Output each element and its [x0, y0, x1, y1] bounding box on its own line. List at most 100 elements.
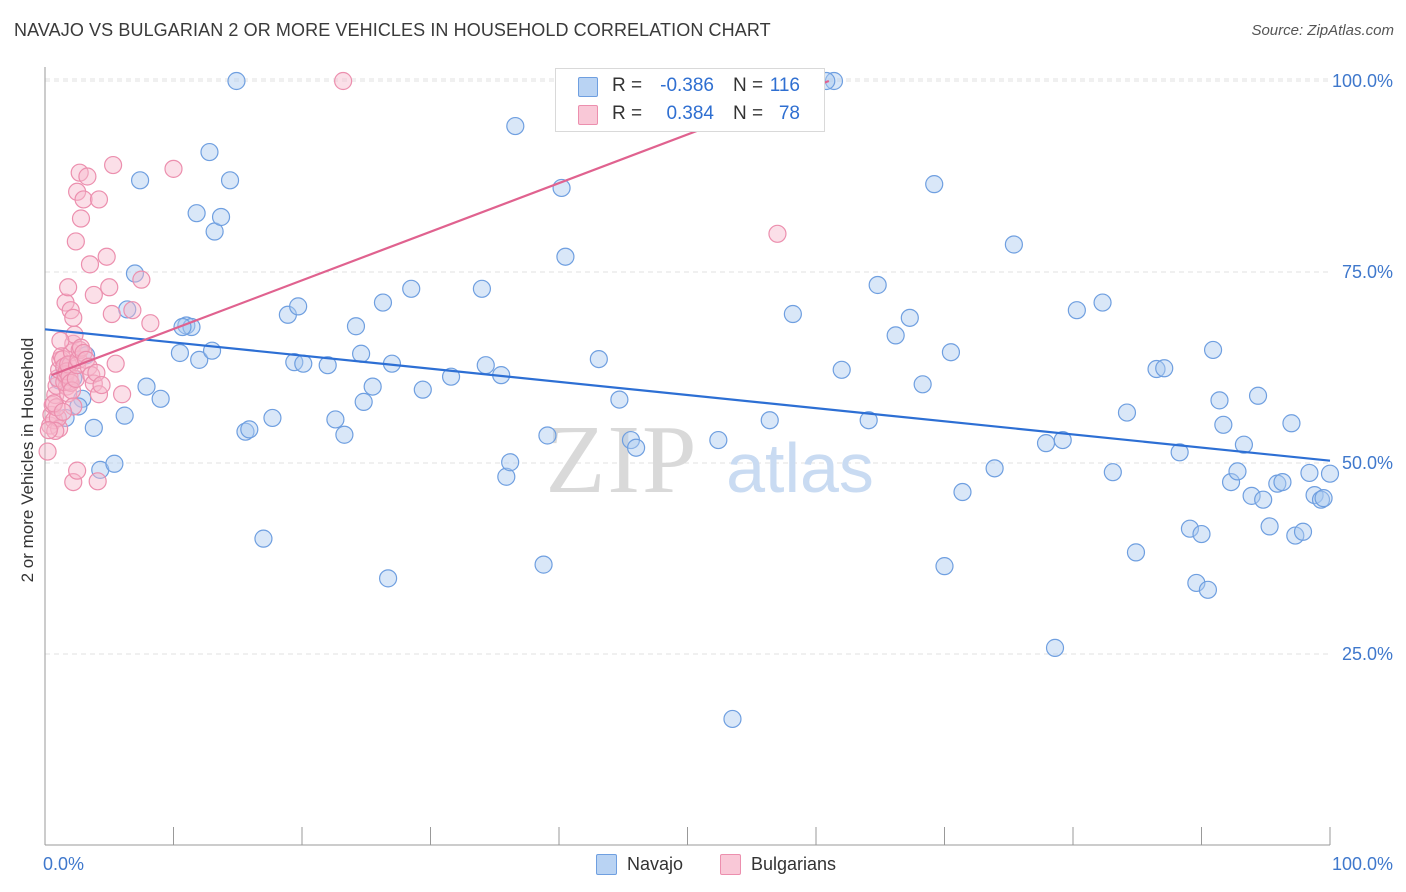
navajo-swatch [578, 77, 598, 97]
trend-lines [44, 79, 1331, 462]
bulgarian-point [74, 190, 93, 209]
navajo-point [610, 390, 629, 409]
tick-labels: 25.0% 50.0% 75.0% 100.0% 0.0% 100.0% [43, 71, 1393, 874]
navajo-point [1192, 524, 1211, 544]
bulgarian-point [92, 375, 111, 395]
navajo-point [105, 454, 124, 473]
navajo-point [538, 426, 557, 445]
navajo-point [1234, 435, 1254, 454]
watermark: ZIP atlas [546, 406, 874, 514]
navajo-point [130, 171, 150, 190]
navajo-point [626, 438, 646, 457]
bulgarian-swatch [578, 105, 598, 125]
navajo-point [1117, 403, 1137, 422]
navajo-point [294, 354, 313, 373]
navajo-trend-line [44, 328, 1331, 462]
navajo-point [413, 380, 432, 399]
navajo-point [1248, 386, 1268, 405]
navajo-point [1203, 340, 1223, 360]
navajo-point [173, 317, 192, 337]
navajo-point [190, 350, 209, 369]
navajo-point [1170, 443, 1189, 462]
navajo-point [534, 555, 553, 574]
y-tick-label: 50.0% [1342, 453, 1393, 473]
navajo-point [1187, 573, 1206, 593]
navajo-point [760, 411, 779, 430]
bulgarian-point [768, 224, 787, 243]
navajo-point [285, 353, 304, 372]
navajo-point [1210, 391, 1229, 410]
navajo-point [868, 275, 887, 295]
bulgarian-point [38, 442, 57, 461]
bulgarian-point [334, 71, 353, 91]
navajo-point [170, 343, 190, 363]
navajo-point [1155, 359, 1174, 378]
bulgarian-point [68, 182, 87, 201]
bulgarian-point [112, 385, 132, 404]
navajo-point [1242, 486, 1261, 505]
bulgarian-points [38, 71, 787, 492]
navajo-point [254, 529, 273, 548]
navajo-point [723, 709, 742, 729]
bulgarian-point [106, 354, 125, 373]
navajo-point [402, 279, 421, 298]
bulgarian-point [71, 209, 91, 228]
navajo-point [346, 317, 366, 336]
navajo-point [200, 142, 219, 162]
bulgarian-point [123, 301, 142, 320]
y-tick-label: 100.0% [1332, 71, 1393, 91]
axes [44, 67, 1331, 846]
bulgarian-legend-swatch [720, 854, 741, 875]
bulgarian-point [51, 331, 70, 350]
navajo-point [506, 116, 525, 136]
navajo-point [476, 356, 495, 375]
navajo-point [354, 392, 373, 411]
navajo-point [824, 71, 844, 91]
navajo-point [378, 569, 398, 588]
gridlines [45, 78, 1330, 655]
bulgarian-point [141, 314, 160, 333]
navajo-points [50, 71, 1340, 729]
legend-n-value: 78 [778, 103, 800, 124]
bulgarian-legend-label: Bulgarians [751, 854, 837, 874]
bulgarian-point [62, 381, 82, 400]
legend-r-value: 0.384 [666, 103, 714, 124]
bulgarian-point [78, 167, 97, 186]
navajo-point [84, 418, 103, 437]
navajo-point [1221, 473, 1241, 492]
watermark-atlas: atlas [726, 429, 874, 507]
bulgarian-point [100, 278, 119, 297]
navajo-point [925, 175, 944, 194]
navajo-point [985, 459, 1004, 478]
navajo-point [352, 344, 371, 363]
navajo-point [1254, 490, 1273, 509]
navajo-point [1053, 430, 1072, 450]
navajo-point [1293, 522, 1313, 541]
navajo-point [227, 71, 246, 91]
navajo-point [1198, 580, 1218, 599]
navajo-point [900, 308, 919, 327]
navajo-point [240, 420, 259, 439]
source-label: Source: ZipAtlas.com [1251, 22, 1394, 39]
navajo-point [913, 375, 932, 394]
navajo-point [1282, 414, 1301, 433]
bulgarian-point [84, 285, 103, 305]
navajo-point [220, 171, 240, 190]
bulgarian-point [66, 369, 85, 389]
bulgarian-point [80, 255, 100, 274]
legend-r-label: R = [612, 75, 643, 96]
watermark-zip: ZIP [546, 406, 699, 514]
navajo-point [1273, 473, 1292, 492]
navajo-point [556, 247, 575, 266]
legend-n-value: 116 [769, 75, 800, 96]
navajo-point [935, 557, 954, 576]
bulgarian-point [66, 232, 85, 251]
navajo-point [318, 356, 337, 375]
bulgarian-point [59, 278, 78, 297]
navajo-point [1045, 638, 1065, 657]
navajo-point [1260, 517, 1279, 536]
navajo-point [1300, 463, 1319, 483]
legend-n-label: N = [733, 103, 764, 124]
navajo-point [441, 367, 461, 386]
